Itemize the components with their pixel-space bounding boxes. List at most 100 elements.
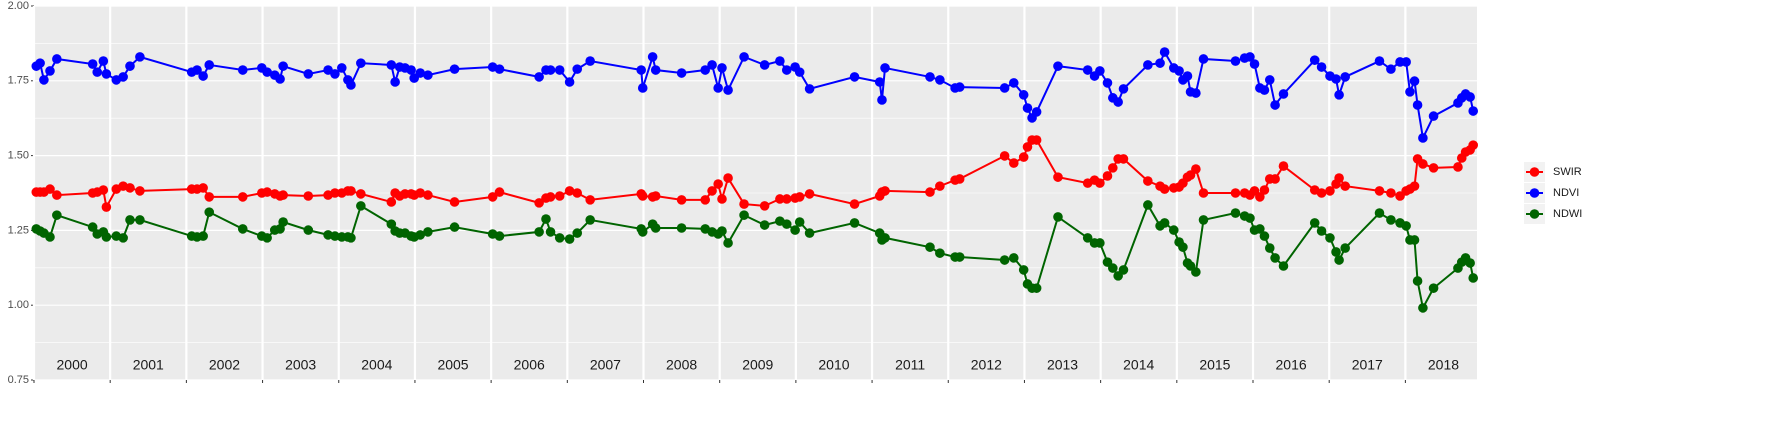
- data-point: [237, 192, 248, 202]
- data-point: [713, 179, 723, 189]
- data-point: [874, 77, 885, 87]
- data-point: [999, 151, 1010, 161]
- data-point: [262, 187, 272, 197]
- data-point: [1095, 238, 1105, 248]
- data-point: [759, 60, 770, 70]
- data-point: [564, 77, 575, 87]
- data-point: [1270, 174, 1280, 184]
- data-point: [1465, 92, 1475, 102]
- data-point: [406, 65, 416, 75]
- data-point: [1018, 90, 1029, 100]
- data-point: [723, 238, 733, 248]
- data-point: [39, 75, 49, 85]
- data-point: [999, 255, 1010, 265]
- data-point: [262, 67, 272, 77]
- data-point: [572, 64, 583, 74]
- data-point: [52, 190, 62, 200]
- y-tick-label: 0.75: [8, 374, 29, 386]
- data-point: [1053, 212, 1063, 222]
- data-point: [880, 63, 890, 73]
- data-point: [700, 65, 711, 75]
- data-point: [303, 69, 314, 79]
- data-point: [999, 83, 1010, 93]
- data-point: [1230, 188, 1241, 198]
- year-label: 2003: [285, 357, 316, 373]
- data-point: [204, 207, 215, 217]
- year-label: 2006: [514, 357, 545, 373]
- data-point: [237, 224, 248, 234]
- data-point: [278, 61, 288, 71]
- data-point: [849, 72, 860, 82]
- data-point: [759, 220, 770, 230]
- data-point: [330, 188, 340, 198]
- data-point: [554, 191, 565, 201]
- data-point: [564, 186, 575, 196]
- legend-label: SWIR: [1553, 166, 1582, 178]
- data-point: [1374, 208, 1385, 218]
- data-point: [1168, 225, 1179, 235]
- data-point: [1230, 208, 1241, 218]
- data-point: [794, 67, 805, 77]
- data-point: [356, 189, 366, 199]
- data-point: [1008, 158, 1019, 168]
- data-point: [585, 56, 595, 66]
- data-point: [1031, 283, 1042, 293]
- data-point: [650, 191, 661, 201]
- data-point: [1095, 178, 1105, 188]
- data-point: [198, 71, 208, 81]
- data-point: [1118, 154, 1129, 164]
- data-point: [1334, 90, 1344, 100]
- data-point: [1468, 273, 1478, 283]
- legend-marker: [1529, 167, 1540, 177]
- data-point: [330, 69, 340, 79]
- data-point: [1412, 276, 1423, 286]
- data-point: [135, 52, 145, 62]
- data-point: [1428, 111, 1439, 121]
- data-point: [954, 82, 965, 92]
- data-point: [1259, 185, 1270, 195]
- data-point: [237, 65, 248, 75]
- data-point: [1401, 221, 1411, 231]
- year-label: 2014: [1123, 357, 1154, 373]
- data-point: [92, 67, 103, 77]
- data-point: [87, 222, 98, 232]
- data-point: [676, 223, 687, 233]
- data-point: [585, 195, 595, 205]
- data-point: [564, 234, 575, 244]
- data-point: [494, 64, 505, 74]
- year-label: 2011: [895, 357, 925, 373]
- data-point: [390, 77, 400, 87]
- data-point: [101, 69, 112, 79]
- data-point: [1340, 72, 1350, 82]
- data-point: [717, 63, 727, 73]
- data-point: [98, 56, 109, 66]
- data-point: [1340, 181, 1350, 191]
- data-point: [1118, 84, 1129, 94]
- y-tick-label: 2.00: [8, 0, 29, 12]
- data-point: [572, 188, 583, 198]
- data-point: [98, 185, 109, 195]
- data-point: [1031, 107, 1042, 117]
- data-point: [781, 194, 792, 204]
- data-point: [1465, 258, 1475, 268]
- data-point: [739, 210, 749, 220]
- year-label: 2013: [1047, 357, 1078, 373]
- data-point: [198, 183, 208, 193]
- data-point: [1018, 265, 1029, 275]
- year-label: 2010: [818, 357, 849, 373]
- data-point: [849, 218, 860, 228]
- data-point: [775, 194, 785, 204]
- data-point: [192, 65, 202, 75]
- data-point: [1053, 61, 1063, 71]
- data-point: [1270, 100, 1280, 110]
- data-point: [1412, 100, 1423, 110]
- data-point: [1143, 200, 1153, 210]
- data-point: [1108, 163, 1118, 173]
- data-point: [1409, 181, 1420, 191]
- data-point: [880, 186, 890, 196]
- data-point: [1278, 161, 1289, 171]
- data-point: [1031, 135, 1042, 145]
- data-point: [1008, 78, 1019, 88]
